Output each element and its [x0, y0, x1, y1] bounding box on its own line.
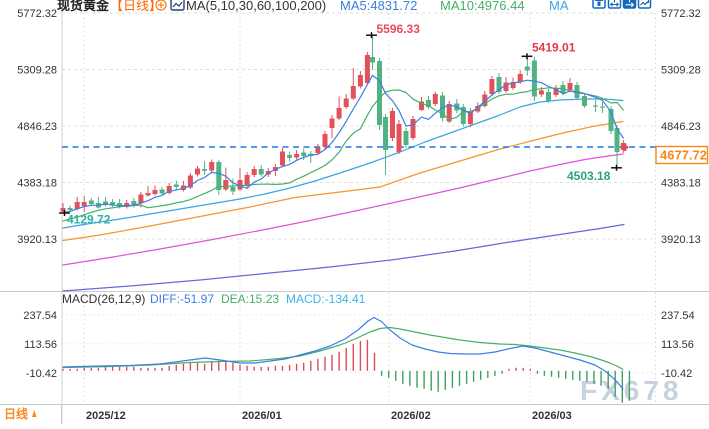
svg-text:DIFF:-51.97: DIFF:-51.97: [150, 292, 214, 306]
svg-text:5309.28: 5309.28: [17, 65, 57, 77]
svg-text:3920.13: 3920.13: [661, 234, 701, 246]
svg-text:113.56: 113.56: [661, 339, 694, 351]
svg-text:237.54: 237.54: [23, 310, 57, 322]
svg-text:MA(5,10,30,60,100,200): MA(5,10,30,60,100,200): [186, 0, 326, 13]
svg-text:MA10:4976.44: MA10:4976.44: [440, 0, 525, 13]
svg-text:MACD:-134.41: MACD:-134.41: [286, 292, 366, 306]
svg-text:2026/02: 2026/02: [391, 410, 431, 422]
svg-text:2025/12: 2025/12: [86, 410, 126, 422]
svg-text:4846.23: 4846.23: [17, 121, 57, 133]
svg-text:4383.18: 4383.18: [17, 178, 57, 190]
svg-text:4129.72: 4129.72: [67, 213, 111, 227]
svg-text:4677.72: 4677.72: [660, 148, 707, 163]
svg-text:5596.33: 5596.33: [377, 22, 421, 36]
svg-text:4503.18: 4503.18: [567, 169, 611, 183]
svg-text:DEA:15.23: DEA:15.23: [221, 292, 279, 306]
svg-text:113.56: 113.56: [24, 339, 57, 351]
svg-text:-10.42: -10.42: [26, 368, 57, 380]
svg-text:2026/01: 2026/01: [242, 410, 282, 422]
svg-text:现货黄金: 现货黄金: [57, 0, 110, 13]
svg-text:-10.42: -10.42: [661, 368, 692, 380]
svg-text:5772.32: 5772.32: [17, 8, 57, 20]
svg-text:3920.13: 3920.13: [17, 234, 57, 246]
svg-text:MACD(26,12,9): MACD(26,12,9): [62, 292, 145, 306]
svg-text:MA: MA: [549, 0, 569, 13]
svg-text:5772.32: 5772.32: [661, 8, 701, 20]
svg-text:【日线】: 【日线】: [110, 0, 162, 13]
svg-text:4383.18: 4383.18: [661, 178, 701, 190]
svg-text:日线: 日线: [4, 406, 28, 421]
svg-text:5419.01: 5419.01: [532, 41, 576, 55]
svg-text:237.54: 237.54: [661, 310, 695, 322]
svg-text:2026/03: 2026/03: [532, 410, 572, 422]
svg-text:MA5:4831.72: MA5:4831.72: [340, 0, 417, 13]
svg-text:4846.23: 4846.23: [661, 121, 701, 133]
svg-text:5309.28: 5309.28: [661, 65, 701, 77]
